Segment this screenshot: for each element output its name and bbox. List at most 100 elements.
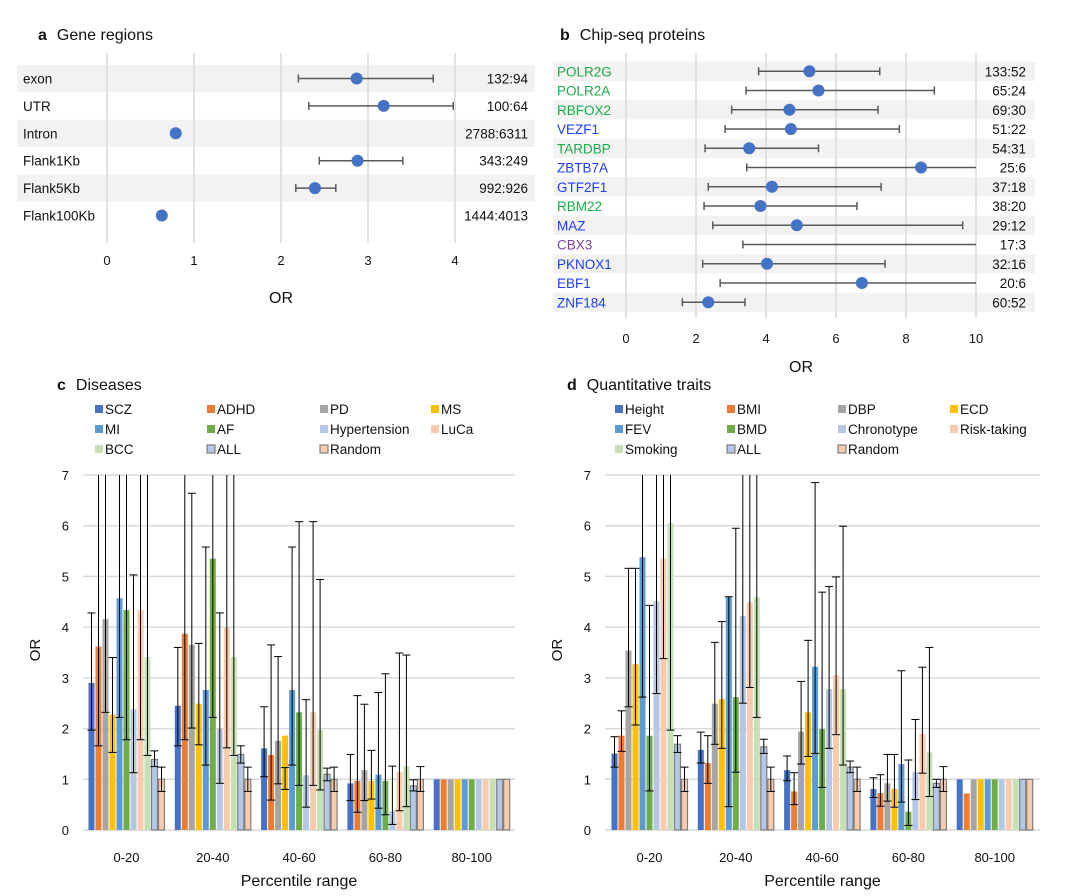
x-tick-label: 40-60 bbox=[805, 850, 838, 865]
bar bbox=[653, 601, 660, 830]
x-tick-label: 2 bbox=[277, 253, 284, 268]
bar bbox=[784, 770, 791, 830]
legend-label: ADHD bbox=[217, 402, 256, 417]
bar bbox=[718, 699, 725, 830]
row-ratio: 60:52 bbox=[992, 295, 1026, 310]
legend-swatch bbox=[727, 405, 735, 413]
legend-label: BCC bbox=[105, 442, 134, 457]
bar bbox=[746, 602, 753, 830]
legend-swatch bbox=[615, 445, 623, 453]
bar bbox=[275, 740, 282, 830]
odds-ratio-point bbox=[350, 72, 363, 85]
bar bbox=[261, 748, 268, 830]
x-tick-label: 20-40 bbox=[196, 850, 229, 865]
row-ratio: 17:3 bbox=[1000, 238, 1026, 253]
legend-label: AF bbox=[217, 422, 234, 437]
legend-swatch bbox=[615, 425, 623, 433]
bar bbox=[932, 782, 941, 831]
odds-ratio-point bbox=[351, 154, 364, 167]
bar bbox=[618, 735, 625, 830]
y-tick-label: 1 bbox=[584, 772, 591, 787]
row-label: POLR2A bbox=[557, 84, 610, 99]
y-tick-label: 6 bbox=[584, 519, 591, 534]
bar bbox=[791, 791, 798, 830]
y-tick-label: 5 bbox=[62, 569, 69, 584]
y-axis-label: OR bbox=[549, 639, 566, 662]
bar bbox=[347, 783, 354, 830]
row-ratio: 25:6 bbox=[1000, 161, 1026, 176]
bar bbox=[984, 779, 991, 830]
odds-ratio-point bbox=[790, 219, 803, 232]
legend-label: Height bbox=[625, 402, 664, 417]
panel-letter: d bbox=[567, 377, 577, 394]
bar bbox=[826, 689, 833, 830]
bar bbox=[912, 772, 919, 830]
bar bbox=[611, 753, 618, 830]
panel-title-text: Diseases bbox=[76, 377, 142, 394]
y-tick-label: 7 bbox=[584, 468, 591, 483]
legend-label: ALL bbox=[217, 442, 242, 457]
bar bbox=[704, 763, 711, 830]
legend-swatch bbox=[838, 405, 846, 413]
y-tick-label: 0 bbox=[584, 823, 591, 838]
row-label: Flank1Kb bbox=[23, 154, 80, 169]
row-band bbox=[553, 292, 1035, 312]
bar bbox=[760, 746, 768, 831]
y-tick-label: 4 bbox=[62, 620, 69, 635]
bar bbox=[468, 779, 475, 830]
row-band bbox=[17, 174, 535, 202]
legend-swatch bbox=[319, 444, 329, 454]
panel-title: d Quantitative traits bbox=[567, 377, 711, 394]
odds-ratio-point bbox=[855, 277, 868, 290]
panel-title: c Diseases bbox=[57, 377, 142, 394]
row-label: CBX3 bbox=[557, 238, 592, 253]
bar bbox=[919, 734, 926, 830]
legend-label: Smoking bbox=[625, 442, 678, 457]
x-tick-label: 0 bbox=[103, 253, 110, 268]
legend-label: PD bbox=[330, 402, 349, 417]
bar-chart-d: Height BMI DBP ECD FEV BMD Chronotype Risk-taki… bbox=[549, 402, 1040, 890]
y-tick-label: 5 bbox=[584, 569, 591, 584]
legend-swatch bbox=[320, 425, 328, 433]
x-tick-label: 8 bbox=[902, 331, 909, 346]
row-ratio: 32:16 bbox=[992, 257, 1026, 272]
bar bbox=[805, 712, 812, 830]
odds-ratio-point bbox=[743, 142, 756, 155]
row-label: UTR bbox=[23, 99, 51, 114]
bar bbox=[482, 779, 489, 830]
legend-swatch bbox=[207, 405, 215, 413]
x-tick-label: 60-80 bbox=[892, 850, 925, 865]
legend-swatch bbox=[95, 445, 103, 453]
legend-swatch bbox=[320, 405, 328, 413]
odds-ratio-point bbox=[803, 65, 816, 78]
odds-ratio-point bbox=[761, 257, 774, 270]
y-tick-label: 2 bbox=[62, 722, 69, 737]
bar bbox=[174, 705, 181, 830]
x-tick-label: 2 bbox=[692, 331, 699, 346]
y-axis-label: OR bbox=[27, 639, 44, 662]
x-tick-label: 0-20 bbox=[113, 850, 139, 865]
x-tick-label: 0 bbox=[622, 331, 629, 346]
row-label: GTF2F1 bbox=[557, 180, 607, 195]
row-label: POLR2G bbox=[557, 64, 612, 79]
odds-ratio-point bbox=[765, 180, 778, 193]
y-tick-label: 0 bbox=[62, 823, 69, 838]
bar bbox=[496, 778, 504, 831]
legend-label: Risk-taking bbox=[960, 422, 1027, 437]
row-ratio: 65:24 bbox=[992, 84, 1026, 99]
bar bbox=[489, 779, 496, 830]
panel-letter: a bbox=[38, 27, 47, 44]
panel-title: a Gene regions bbox=[38, 27, 153, 44]
bar bbox=[109, 714, 116, 830]
legend-swatch bbox=[950, 405, 958, 413]
bar bbox=[1019, 778, 1027, 831]
x-tick-label: 4 bbox=[451, 253, 458, 268]
y-tick-label: 3 bbox=[62, 671, 69, 686]
legend-label: MS bbox=[441, 402, 461, 417]
bar bbox=[625, 650, 632, 830]
bar bbox=[977, 779, 984, 830]
legend-swatch bbox=[431, 425, 439, 433]
legend-swatch bbox=[727, 425, 735, 433]
legend-label: FEV bbox=[625, 422, 651, 437]
